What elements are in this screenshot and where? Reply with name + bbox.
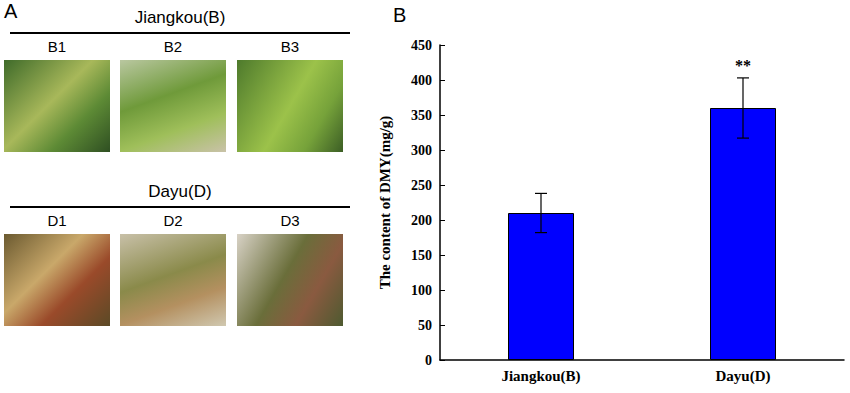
svg-text:100: 100 bbox=[411, 283, 432, 298]
svg-text:200: 200 bbox=[411, 213, 432, 228]
html-text:B1: B1 bbox=[47, 38, 67, 55]
svg-text:150: 150 bbox=[411, 248, 432, 263]
svg-text:50: 50 bbox=[418, 318, 432, 333]
svg-text:B: B bbox=[393, 4, 406, 26]
svg-text:350: 350 bbox=[411, 108, 432, 123]
html-text:A: A bbox=[4, 0, 18, 22]
svg-text:Dayu(D): Dayu(D) bbox=[716, 368, 771, 385]
svg-text:450: 450 bbox=[411, 38, 432, 53]
svg-text:0: 0 bbox=[425, 353, 432, 368]
svg-text:400: 400 bbox=[411, 73, 432, 88]
svg-text:The content of DMY(mg/g): The content of DMY(mg/g) bbox=[377, 116, 394, 290]
svg-text:Jiangkou(B): Jiangkou(B) bbox=[501, 368, 580, 385]
svg-text:250: 250 bbox=[411, 178, 432, 193]
svg-text:**: ** bbox=[735, 57, 751, 74]
html-text:B2: B2 bbox=[163, 38, 183, 55]
html-text:Jiangkou(B): Jiangkou(B) bbox=[134, 8, 226, 27]
svg-text:300: 300 bbox=[411, 143, 432, 158]
html-text:B3: B3 bbox=[280, 38, 300, 55]
html-text:Dayu(D): Dayu(D) bbox=[148, 182, 212, 201]
html-text:D2: D2 bbox=[163, 212, 183, 229]
html-text:D1: D1 bbox=[47, 212, 67, 229]
html-text:D3: D3 bbox=[280, 212, 300, 229]
